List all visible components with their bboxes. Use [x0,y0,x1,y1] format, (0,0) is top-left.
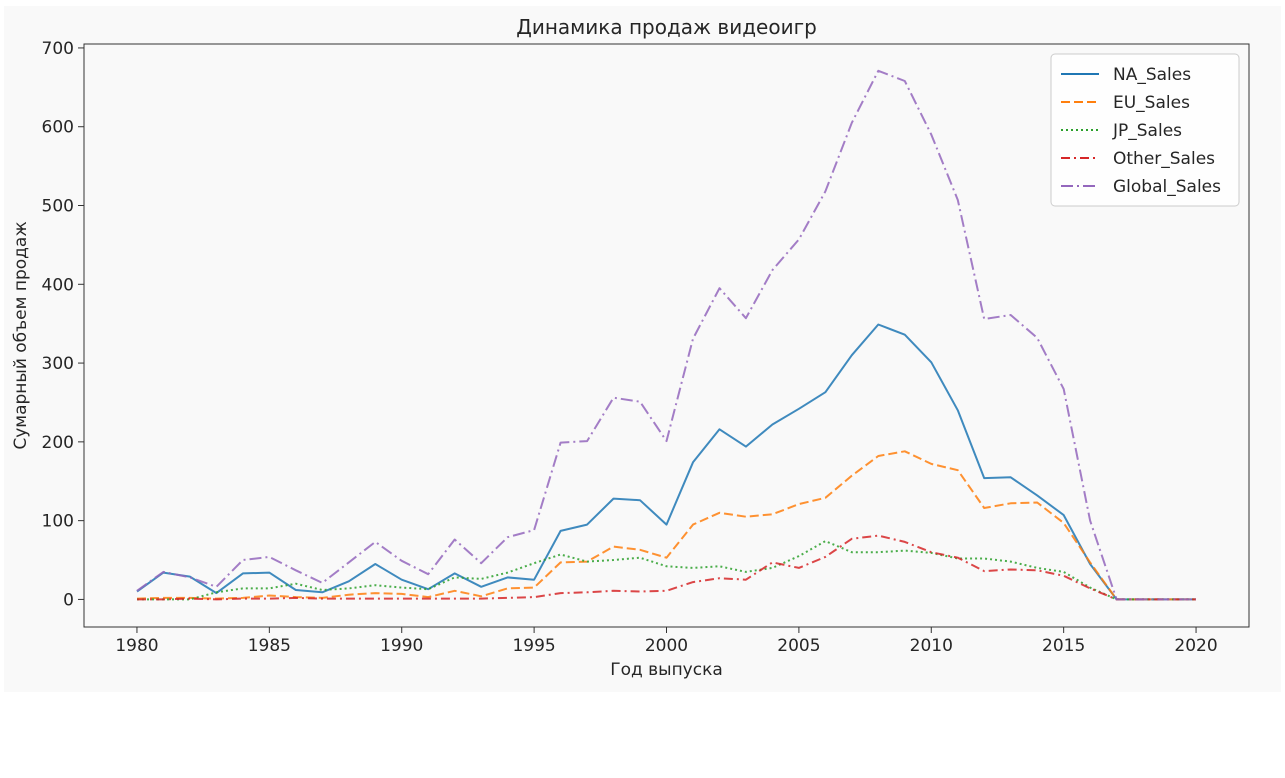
plot-lines [136,69,1196,601]
legend-label: JP_Sales [1112,121,1182,141]
x-tick-label: 1985 [248,636,291,656]
y-tick-label: 500 [42,197,74,217]
y-tick-label: 400 [42,275,74,295]
x-axis-label: Год выпуска [610,660,723,680]
y-tick-label: 300 [42,354,74,374]
chart-title: Динамика продаж видеоигр [516,15,817,39]
line-chart: 1980 1985 1990 1995 2000 2005 2010 2015 2020 0 10… [11,15,1250,680]
x-axis: 1980 1985 1990 1995 2000 2005 2010 2015 2020 [115,627,1218,656]
series-line-other-sales [137,534,1196,601]
x-tick-label: 2005 [777,636,820,656]
y-tick-label: 600 [42,118,74,138]
legend-label: Global_Sales [1113,177,1221,197]
x-tick-label: 2010 [910,636,953,656]
legend-label: NA_Sales [1113,65,1191,85]
legend: NA_Sales EU_Sales JP_Sales Other_Sales Globa… [1050,53,1240,207]
figure-panel: 1980 1985 1990 1995 2000 2005 2010 2015 2020 0 10… [4,6,1281,692]
y-tick-label: 0 [63,590,74,610]
y-tick-label: 200 [42,433,74,453]
x-tick-label: 2015 [1042,636,1085,656]
x-tick-label: 1995 [512,636,555,656]
x-tick-label: 2000 [645,636,688,656]
x-tick-label: 2020 [1174,636,1217,656]
legend-label: EU_Sales [1113,93,1190,113]
legend-label: Other_Sales [1113,149,1215,169]
y-axis-label: Сумарный объем продаж [11,221,31,449]
x-tick-label: 1980 [115,636,158,656]
series-line-jp-sales [137,540,1196,601]
legend-box [1050,53,1240,207]
x-tick-label: 1990 [380,636,423,656]
y-tick-label: 100 [42,512,74,532]
series-line-global-sales [136,69,1196,601]
series-line-na-sales [136,323,1196,601]
y-tick-label: 700 [42,39,74,59]
y-axis: 0 100 200 300 400 500 600 700 [42,39,84,610]
